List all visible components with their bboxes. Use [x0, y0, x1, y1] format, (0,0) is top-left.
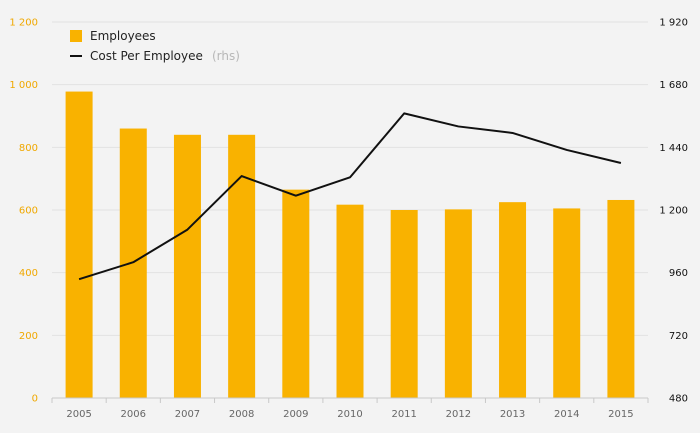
x-tick-label: 2009	[283, 409, 308, 420]
employees-bars	[65, 91, 635, 399]
legend-label-cost-per-employee: Cost Per Employee	[90, 49, 203, 63]
employees-bar	[607, 199, 635, 398]
y-right-tick-label: 1 200	[659, 206, 688, 217]
y-left-tick-label: 800	[19, 143, 38, 154]
y-right-tick-label: 720	[669, 331, 688, 342]
employees-bar	[65, 91, 93, 398]
employees-bar	[553, 208, 581, 398]
employees-bar	[282, 189, 310, 398]
y-left-tick-label: 400	[19, 268, 38, 279]
x-tick-label: 2013	[500, 409, 525, 420]
x-tick-label: 2015	[608, 409, 633, 420]
cost-per-employee-line-group	[78, 112, 622, 281]
y-left-tick-label: 0	[32, 394, 38, 405]
legend-label-employees: Employees	[90, 29, 156, 43]
x-tick-label: 2012	[446, 409, 471, 420]
legend-label-rhs: (rhs)	[212, 49, 240, 63]
x-tick-label: 2007	[175, 409, 200, 420]
y-right-tick-label: 480	[669, 394, 688, 405]
legend-swatch-employees	[70, 30, 82, 42]
x-tick-label: 2008	[229, 409, 254, 420]
employees-bar	[499, 202, 527, 398]
x-tick-label: 2014	[554, 409, 579, 420]
employees-bar	[444, 209, 472, 398]
employees-bar	[173, 134, 201, 399]
x-tick-label: 2010	[337, 409, 362, 420]
y-right-tick-label: 960	[669, 268, 688, 279]
axes: 0 200 400 600 800 1 000 1 200 480 720 960 1 200 1 4…	[9, 18, 688, 421]
y-right-tick-label: 1 920	[659, 18, 688, 29]
x-tick-label: 2011	[391, 409, 416, 420]
employees-bar	[336, 204, 364, 398]
y-left-tick-label: 200	[19, 331, 38, 342]
employees-bar	[390, 210, 418, 398]
employees-bar	[228, 134, 256, 399]
y-left-tick-label: 1 000	[9, 80, 38, 91]
y-right-tick-label: 1 680	[659, 80, 688, 91]
legend: Employees Cost Per Employee (rhs)	[70, 29, 240, 64]
x-tick-label: 2006	[121, 409, 146, 420]
legend-label-cost-per-employee-group: Cost Per Employee (rhs)	[90, 45, 240, 64]
y-left-tick-label: 1 200	[9, 18, 38, 29]
x-tick-label: 2005	[66, 409, 91, 420]
y-left-tick-label: 600	[19, 206, 38, 217]
y-right-tick-label: 1 440	[659, 143, 688, 154]
